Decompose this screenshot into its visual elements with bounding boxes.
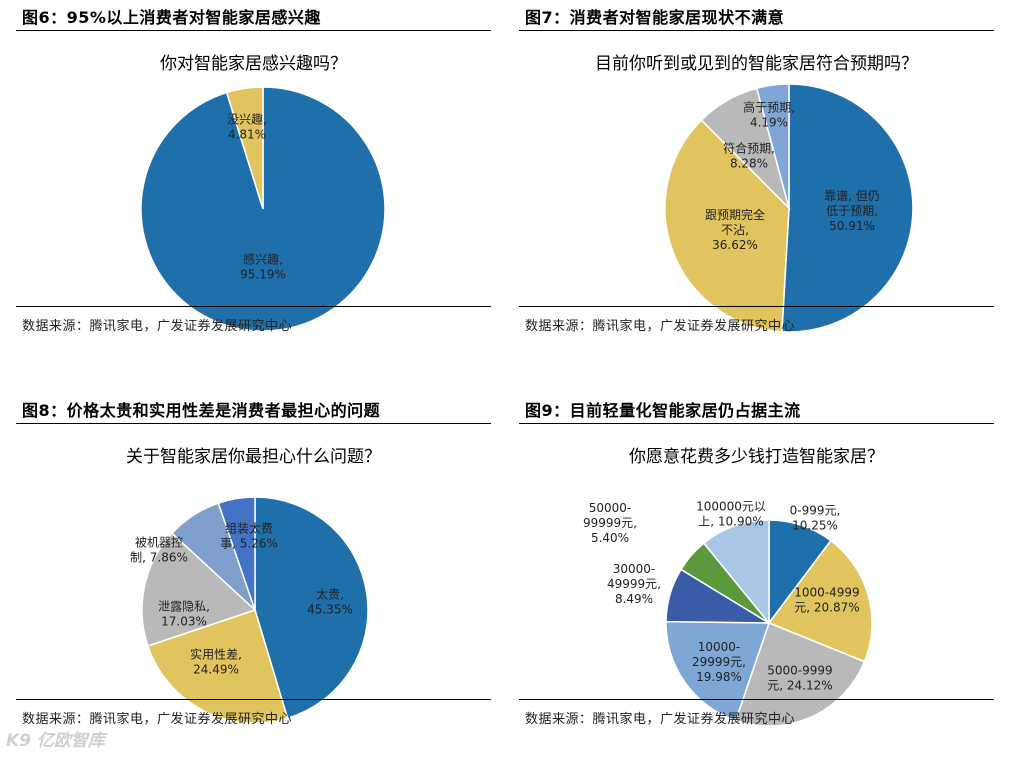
slice-data-label: 5000-9999 元, 24.12% bbox=[767, 664, 832, 693]
figure-title: 图7：消费者对智能家居现状不满意 bbox=[525, 8, 785, 27]
chart-title: 关于智能家居你最担心什么问题？ bbox=[126, 447, 381, 467]
pie-slice bbox=[781, 83, 914, 333]
pie-slice bbox=[141, 532, 257, 647]
pie-chart-concerns: 关于智能家居你最担心什么问题？ 太贵, 45.35% 实用性差, 24.49% 泄露隐私,… bbox=[126, 447, 381, 724]
slice-data-label: 高于预期, 4.19% bbox=[743, 100, 795, 130]
figure-source: 数据来源：腾讯家电，广发证券发展研究中心 bbox=[22, 712, 293, 727]
figure-source-bar: 数据来源：腾讯家电，广发证券发展研究中心 bbox=[16, 699, 491, 730]
slice-data-label: 被机器控制, 7.86% bbox=[130, 536, 188, 565]
figure-panel-7: 图7：消费者对智能家居现状不满意 目前你听到或见到的智能家居符合预期吗？ 靠谱, … bbox=[519, 0, 994, 365]
pie-chart-budget: 你愿意花费多少钱打造智能家居？ 0-999元, 10.25% 1000-4999 元, … bbox=[583, 447, 884, 727]
slice-data-label: 太贵, 45.35% bbox=[307, 587, 353, 617]
watermark: K9 亿欧智库 bbox=[6, 731, 105, 751]
figure-source: 数据来源：腾讯家电，广发证券发展研究中心 bbox=[525, 319, 796, 334]
figure-header: 图7：消费者对智能家居现状不满意 bbox=[519, 0, 994, 31]
pie-slice bbox=[217, 496, 256, 611]
slice-data-label: 50000-99999元, 5.40% bbox=[583, 501, 637, 545]
figure-title: 图9：目前轻量化智能家居仍占据主流 bbox=[525, 401, 801, 420]
pie-slice bbox=[146, 609, 289, 724]
pie-slice bbox=[665, 620, 771, 722]
pie-slice bbox=[664, 119, 790, 333]
slice-data-label: 100000元以上, 10.90% bbox=[696, 500, 766, 529]
slice-data-label: 组装太费事, 5.26% bbox=[220, 521, 278, 551]
figure-source-bar: 数据来源：腾讯家电，广发证券发展研究中心 bbox=[519, 306, 994, 337]
pie-slice bbox=[702, 519, 770, 626]
slice-data-label: 1000-4999 元, 20.87% bbox=[794, 586, 859, 615]
pie-slice bbox=[734, 622, 866, 727]
figure-source: 数据来源：腾讯家电，广发证券发展研究中心 bbox=[22, 319, 293, 334]
chart-title: 你愿意花费多少钱打造智能家居？ bbox=[629, 447, 884, 467]
pie-chart-interest: 你对智能家居感兴趣吗？ 感兴趣, 95.19% 没兴趣, 4.81% bbox=[140, 54, 386, 332]
pie-slice bbox=[767, 539, 873, 663]
figure-source-bar: 数据来源：腾讯家电，广发证券发展研究中心 bbox=[519, 699, 994, 730]
slice-data-label: 10000-29999元, 19.98% bbox=[692, 640, 746, 684]
figure-title: 图8：价格太贵和实用性差是消费者最担心的问题 bbox=[22, 401, 381, 420]
pie-slice bbox=[225, 86, 264, 210]
figure-header: 图9：目前轻量化智能家居仍占据主流 bbox=[519, 393, 994, 424]
slice-data-label: 符合预期, 8.28% bbox=[723, 141, 775, 171]
pie-chart-expectation: 目前你听到或见到的智能家居符合预期吗？ 靠谱, 但仍低于预期, 50.91% 跟预期完… bbox=[595, 54, 918, 333]
slice-data-label: 30000-49999元, 8.49% bbox=[607, 562, 661, 606]
slice-data-label: 没兴趣, 4.81% bbox=[227, 112, 267, 142]
figure-panel-6: 图6：95%以上消费者对智能家居感兴趣 你对智能家居感兴趣吗？ 感兴趣, 95.19… bbox=[16, 0, 491, 365]
slice-data-label: 靠谱, 但仍低于预期, 50.91% bbox=[824, 189, 880, 233]
chart-title: 目前你听到或见到的智能家居符合预期吗？ bbox=[595, 54, 918, 74]
slice-data-label: 实用性差, 24.49% bbox=[190, 647, 242, 677]
figure-header: 图8：价格太贵和实用性差是消费者最担心的问题 bbox=[16, 393, 491, 424]
figure-header: 图6：95%以上消费者对智能家居感兴趣 bbox=[16, 0, 491, 31]
figure-source-bar: 数据来源：腾讯家电，广发证券发展研究中心 bbox=[16, 306, 491, 337]
chart-title: 你对智能家居感兴趣吗？ bbox=[160, 54, 347, 74]
figure-panel-8: 图8：价格太贵和实用性差是消费者最担心的问题 关于智能家居你最担心什么问题？ 太贵… bbox=[16, 393, 491, 758]
figure-source: 数据来源：腾讯家电，广发证券发展研究中心 bbox=[525, 712, 796, 727]
slice-data-label: 感兴趣, 95.19% bbox=[240, 252, 286, 282]
slice-data-label: 跟预期完全不沾, 36.62% bbox=[705, 207, 765, 252]
pie-slice bbox=[254, 496, 369, 720]
figure-panel-9: 图9：目前轻量化智能家居仍占据主流 你愿意花费多少钱打造智能家居？ 0-999元,… bbox=[519, 393, 994, 758]
figure-title: 图6：95%以上消费者对智能家居感兴趣 bbox=[22, 8, 321, 27]
slice-data-label: 泄露隐私, 17.03% bbox=[158, 600, 210, 629]
slice-data-label: 0-999元, 10.25% bbox=[790, 504, 841, 533]
pie-slice bbox=[755, 83, 790, 209]
